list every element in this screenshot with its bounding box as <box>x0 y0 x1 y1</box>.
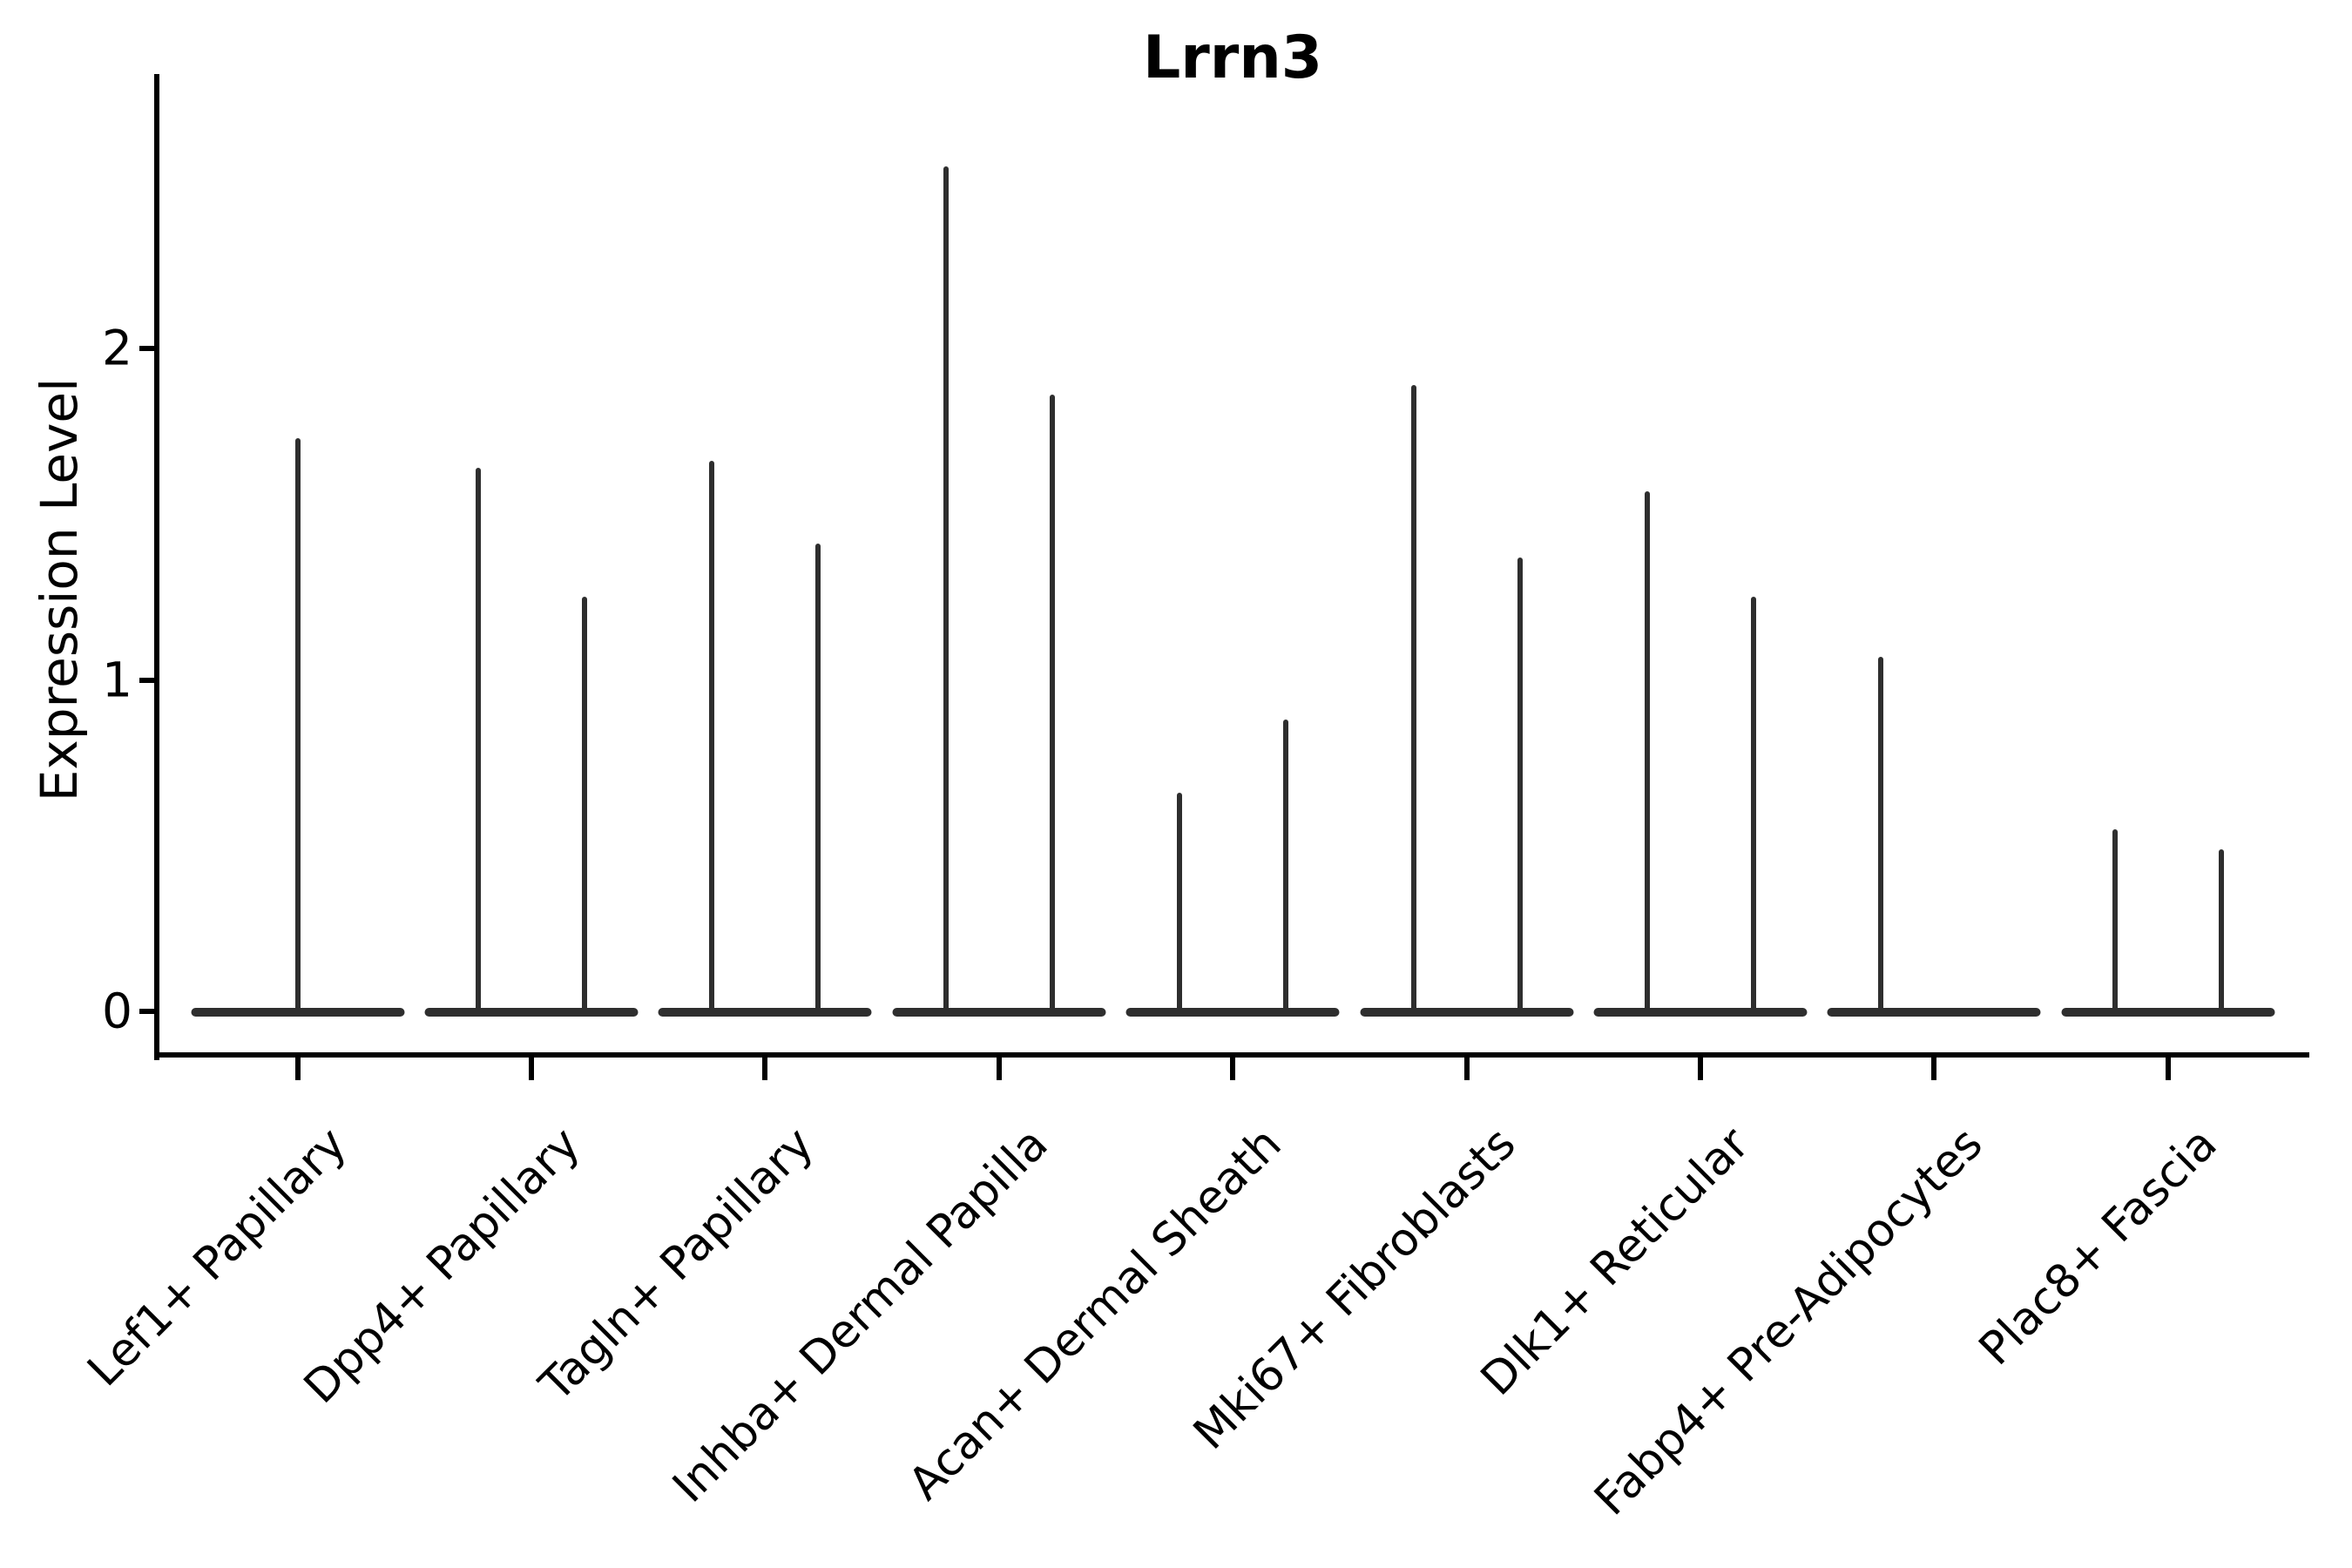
y-tick <box>139 677 154 683</box>
x-tick <box>1697 1058 1703 1080</box>
violin-spike <box>1517 557 1523 1016</box>
chart-title: Lrrn3 <box>1142 24 1323 92</box>
x-tick <box>762 1058 768 1080</box>
violin-spike <box>1283 720 1289 1016</box>
x-tick <box>996 1058 1002 1080</box>
violin-spike <box>2218 848 2224 1016</box>
violin-spike <box>1750 597 1756 1016</box>
x-tick-label: Fabp4+ Pre-Adipocytes <box>1585 1118 1993 1526</box>
x-tick <box>528 1058 534 1080</box>
violin-spike <box>294 437 301 1016</box>
violin-spike <box>1644 490 1650 1016</box>
violin-spike <box>815 544 821 1016</box>
violin-spike <box>1177 792 1183 1016</box>
x-axis-spine <box>154 1052 2309 1058</box>
violin-base <box>892 1008 1106 1017</box>
violin-spike <box>1049 395 1055 1016</box>
y-tick-label: 1 <box>102 652 132 707</box>
violin-spike <box>2112 828 2118 1016</box>
y-tick-label: 0 <box>102 983 132 1039</box>
y-axis-label: Expression Level <box>30 377 89 802</box>
y-tick <box>139 1009 154 1014</box>
violin-base <box>1593 1008 1808 1017</box>
x-tick <box>2165 1058 2171 1080</box>
violin-spike <box>709 461 715 1016</box>
x-tick <box>1931 1058 1937 1080</box>
violin-base <box>1360 1008 1573 1017</box>
x-tick-label: Inhba+ Dermal Papilla <box>662 1118 1058 1513</box>
violin-spike <box>1410 384 1416 1016</box>
violin-spike <box>943 166 949 1016</box>
y-tick <box>139 346 154 351</box>
violin-base <box>2061 1008 2275 1017</box>
violin-spike <box>581 597 587 1016</box>
violin-base <box>658 1008 872 1017</box>
x-tick-label: Plac8+ Fascia <box>1969 1118 2227 1376</box>
x-tick <box>1230 1058 1236 1080</box>
x-tick-label: Lef1+ Papillary <box>77 1118 357 1397</box>
violin-base <box>1125 1008 1340 1017</box>
violin-base <box>1827 1008 2041 1017</box>
x-tick <box>294 1058 301 1080</box>
y-axis-spine <box>154 74 159 1060</box>
x-tick <box>1463 1058 1470 1080</box>
violin-spike <box>1878 656 1884 1016</box>
y-tick-label: 2 <box>102 320 132 376</box>
violin-spike <box>475 467 481 1016</box>
violin-base <box>424 1008 639 1017</box>
